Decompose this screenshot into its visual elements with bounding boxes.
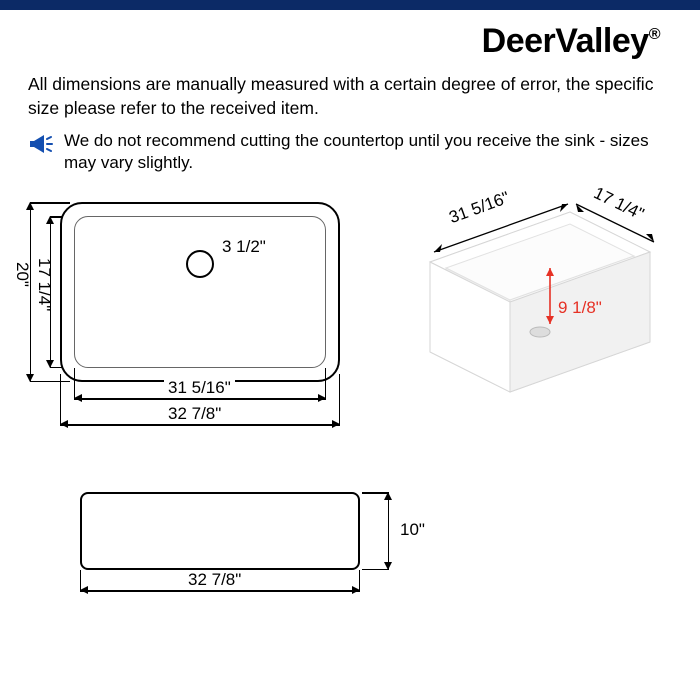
front-rect <box>80 492 360 570</box>
dim-label-front-height: 10" <box>400 520 425 540</box>
note-text: We do not recommend cutting the countert… <box>64 130 672 174</box>
brand-name: DeerValley <box>482 22 649 60</box>
dim-label-outer-width: 32 7/8" <box>164 404 225 424</box>
brand-registered: ® <box>649 26 660 43</box>
dim-label-iso-depth: 9 1/8" <box>558 298 602 318</box>
dim-label-inner-width: 31 5/16" <box>164 378 235 398</box>
dim-label-inner-height: 17 1/4" <box>34 258 54 311</box>
dim-label-drain: 3 1/2" <box>222 237 266 257</box>
dim-inner-height: 17 1/4" <box>42 216 62 368</box>
top-view-drawing: 3 1/2" <box>60 202 340 392</box>
disclaimer-text: All dimensions are manually measured wit… <box>0 69 700 130</box>
note-row: We do not recommend cutting the countert… <box>0 130 700 192</box>
brand-logo: DeerValley® <box>0 10 700 69</box>
dim-front-height: 10" <box>372 492 412 570</box>
header-bar <box>0 0 700 10</box>
dim-front-width: 32 7/8" <box>80 580 360 600</box>
dim-label-outer-height: 20" <box>12 262 32 287</box>
dim-label-front-width: 32 7/8" <box>184 570 245 590</box>
sink-inner-rect <box>74 216 326 368</box>
dim-outer-width: 32 7/8" <box>60 414 340 434</box>
megaphone-icon <box>28 133 54 155</box>
isometric-render: 31 5/16" 17 1/4" 9 1/8" <box>400 192 660 392</box>
diagram-area: 20" 17 1/4" 3 1/2" 31 5/16" 32 7/8" <box>0 192 700 692</box>
